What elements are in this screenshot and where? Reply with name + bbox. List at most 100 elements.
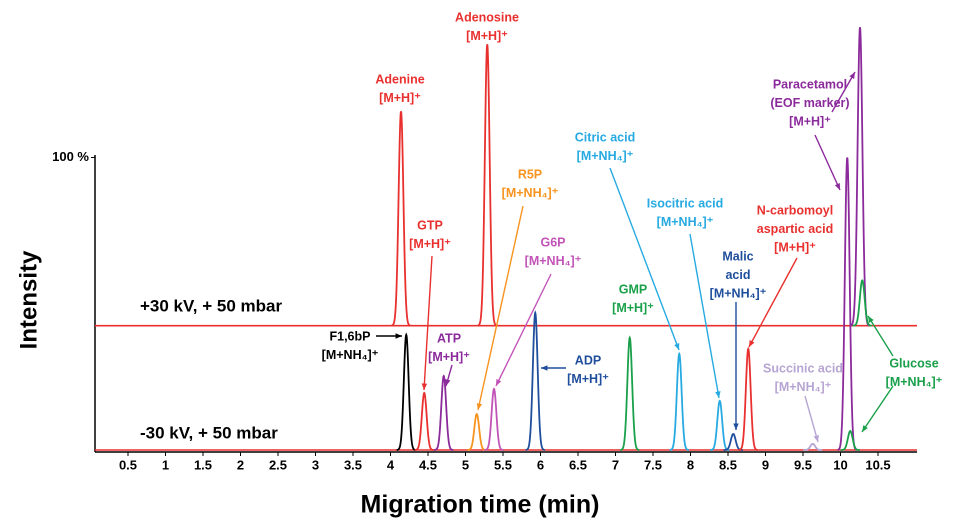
annotation: aspartic acid (757, 222, 833, 236)
annotation: [M+H]⁺ (409, 237, 451, 251)
arrow-head (749, 340, 755, 347)
annotation: Isocitric acid (647, 196, 723, 210)
x-tick-label: 5 (462, 457, 469, 472)
annotation: [M+NH₄]⁺ (710, 286, 767, 300)
annotation: [M+H]⁺ (567, 372, 609, 386)
annotation: acid (725, 268, 750, 282)
arrow-head (476, 403, 483, 410)
arrow-head (868, 316, 874, 323)
annotation: [M+NH₄]⁺ (322, 348, 379, 362)
annotation: [M+NH₄]⁺ (657, 215, 714, 229)
annotation: Adenine (375, 72, 424, 86)
peak (467, 412, 487, 451)
x-tick-label: 3.5 (344, 457, 362, 472)
peak (738, 346, 758, 451)
arrow (477, 205, 524, 411)
annotation: [M+H]⁺ (612, 301, 654, 315)
x-tick-label: 10.5 (865, 457, 890, 472)
peak (525, 310, 545, 451)
annotation: F1,6bP (330, 329, 371, 343)
annotation: [M+H]⁺ (379, 91, 421, 105)
x-tick-label: 1.5 (194, 457, 212, 472)
annotation: ATP (437, 331, 461, 345)
annotation: [M+NH₄]⁺ (886, 375, 943, 389)
annotation: Paracetamol (773, 77, 847, 91)
x-tick-label: 2.5 (269, 457, 287, 472)
annotation: Glucose (889, 356, 938, 370)
arrow-head (849, 72, 855, 79)
peak (477, 44, 498, 327)
annotation: GMP (619, 282, 647, 296)
x-tick-label: 7 (612, 457, 619, 472)
arrow (867, 315, 894, 357)
annotation: ADP (575, 353, 601, 367)
peak (803, 442, 823, 451)
peak (710, 399, 730, 451)
arrow (861, 385, 894, 433)
annotation: R5P (518, 167, 542, 181)
arrow (609, 167, 680, 351)
y-axis-label: Intensity (15, 250, 42, 349)
annotation: N-carbomoyl (757, 203, 833, 217)
peak (850, 27, 870, 327)
arrow-head (834, 183, 840, 190)
x-tick-label: 3 (312, 457, 319, 472)
x-tick-label: 8 (687, 457, 694, 472)
annotation: (EOF marker) (770, 96, 849, 110)
arrow-head (715, 391, 721, 398)
x-tick-label: 6 (537, 457, 544, 472)
annotation: [M+NH₄]⁺ (577, 149, 634, 163)
trace-label: -30 kV, + 50 mbar (140, 423, 278, 442)
arrow-head (733, 423, 739, 430)
x-tick-label: 4.5 (419, 457, 437, 472)
arrow-head (813, 435, 819, 442)
peak (620, 335, 640, 451)
x-axis-label: Migration time (min) (361, 491, 600, 519)
arrow (814, 134, 841, 191)
annotation: Malic (722, 249, 753, 263)
x-tick-label: 5.5 (494, 457, 512, 472)
annotation: GTP (417, 218, 443, 232)
peak (434, 374, 454, 451)
annotation: Adenosine (455, 10, 519, 24)
peak (414, 391, 434, 451)
peak (396, 332, 416, 451)
peak (484, 387, 504, 451)
x-tick-label: 2 (237, 457, 244, 472)
peak (852, 279, 872, 327)
arrow (689, 233, 720, 399)
x-tick-label: 7.5 (644, 457, 662, 472)
peak (840, 430, 860, 451)
arrow (423, 255, 433, 391)
arrow (748, 257, 798, 348)
x-tick-label: 0.5 (119, 457, 137, 472)
arrow-head (445, 379, 451, 386)
annotation: Succinic acid (763, 361, 843, 375)
arrow-head (496, 379, 502, 386)
annotation: [M+H]⁺ (774, 240, 816, 254)
annotation: [M+NH₄]⁺ (502, 186, 559, 200)
arrow (804, 395, 819, 443)
x-tick-label: 9 (762, 457, 769, 472)
trace-label: +30 kV, + 50 mbar (140, 296, 282, 315)
arrow (495, 273, 552, 387)
annotation: [M+H]⁺ (789, 114, 831, 128)
annotation: G6P (540, 235, 565, 249)
arrow (831, 71, 856, 113)
x-tick-label: 10 (833, 457, 847, 472)
annotation: [M+H]⁺ (428, 350, 470, 364)
x-tick-label: 1 (162, 457, 169, 472)
peak (669, 351, 689, 451)
annotation: [M+H]⁺ (466, 29, 508, 43)
annotation: [M+NH₄]⁺ (525, 254, 582, 268)
x-tick-label: 8.5 (719, 457, 737, 472)
arrow-head (395, 333, 402, 339)
y-tick-label: 100 % (52, 149, 89, 164)
annotation: [M+NH₄]⁺ (775, 380, 832, 394)
arrow-head (674, 343, 680, 350)
x-tick-label: 4 (387, 457, 395, 472)
peak (391, 111, 411, 327)
arrow-head (541, 365, 548, 371)
arrow-head (862, 425, 868, 432)
